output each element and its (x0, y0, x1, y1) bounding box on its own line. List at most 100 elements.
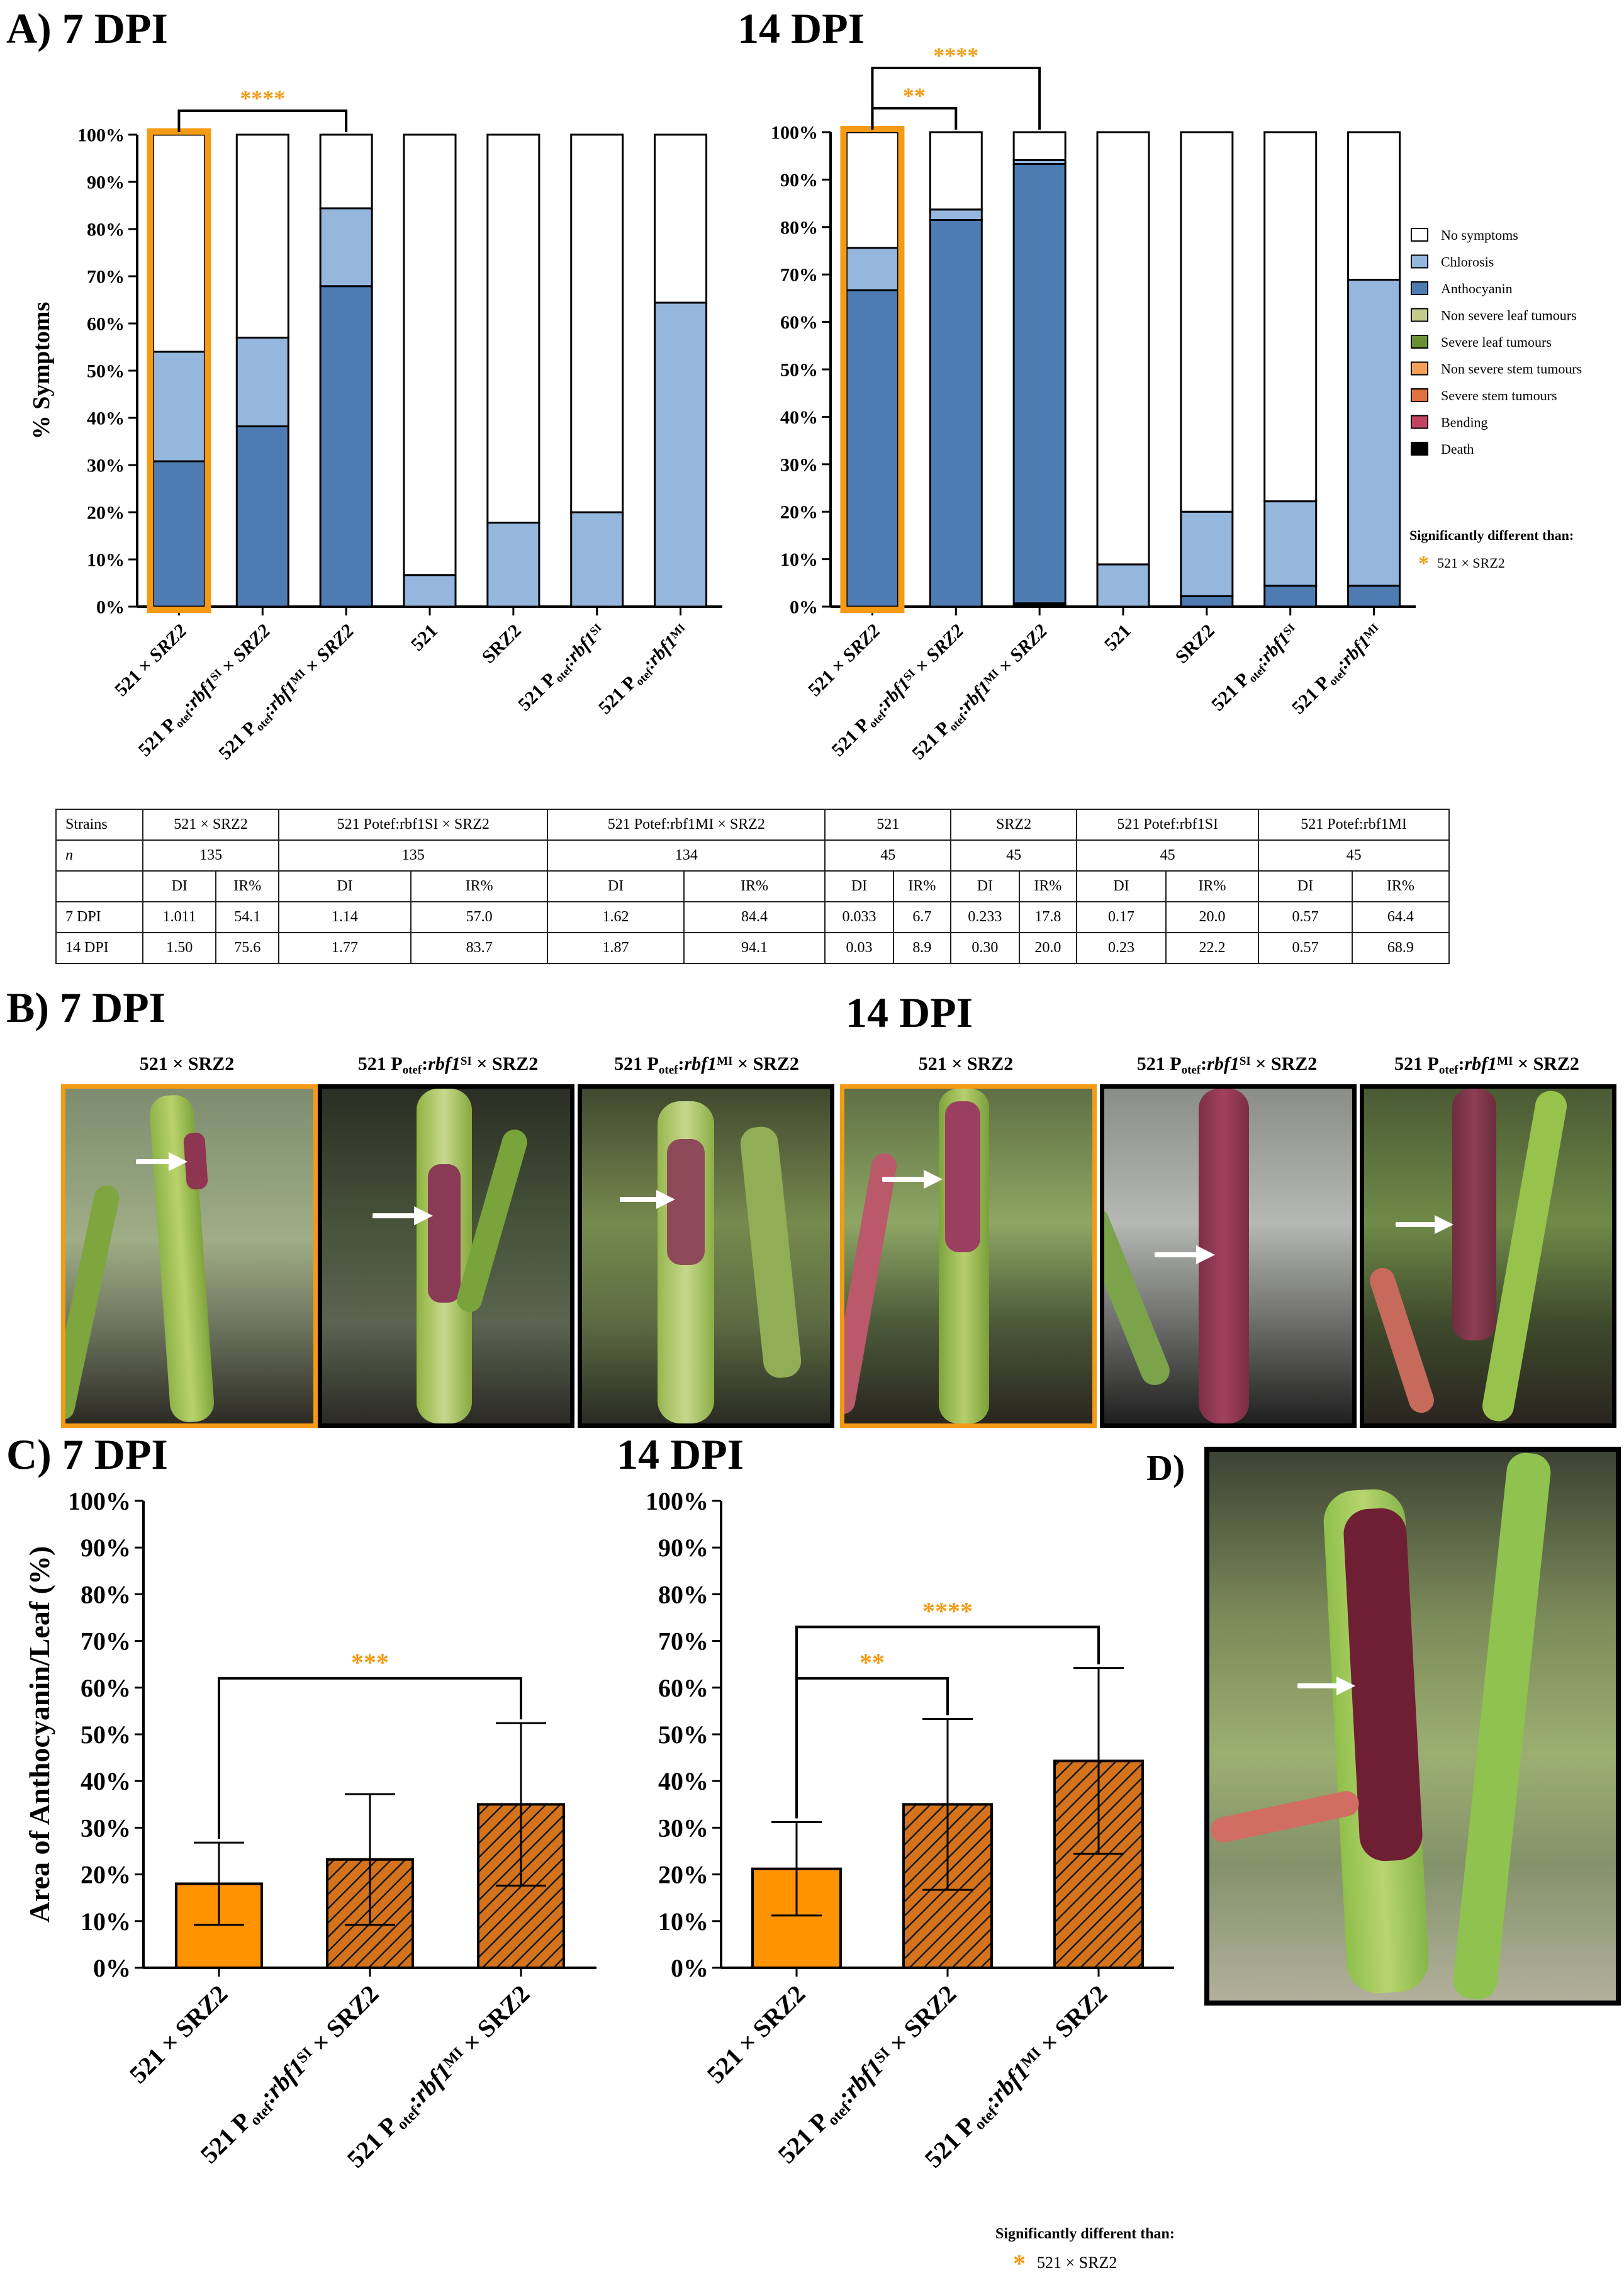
table-cell: 57.0 (410, 901, 549, 933)
legend-label: Non severe leaf tumours (1441, 308, 1577, 323)
table-n-label: n (55, 839, 143, 872)
table-cell: 54.1 (215, 901, 280, 933)
x-tick-label-group: SRZ2 (1172, 620, 1219, 668)
panel-a-label: A) 7 DPI (6, 4, 168, 52)
tick-label: 521 × SRZ2 (702, 1980, 811, 2089)
table-n-row: n 135 135 134 45 45 45 45 (55, 839, 1450, 872)
photo-title: 521 Potef:rbf1SI × SRZ2 (358, 1053, 539, 1077)
y-tick-label: 60% (658, 1674, 708, 1702)
panel-c-label: C) 7 DPI (6, 1430, 168, 1478)
bar-segment-chlorosis (1180, 510, 1234, 597)
photo-title: 521 Potef:rbf1MI × SRZ2 (614, 1053, 799, 1077)
table-cell: 8.9 (892, 932, 952, 964)
significance-bracket (177, 109, 348, 132)
legend-swatch (1411, 442, 1428, 456)
bar-segment-chlorosis (1347, 278, 1401, 587)
bar-segment-no-symptoms (845, 131, 899, 249)
bar-segment-no-symptoms (1012, 131, 1067, 161)
table-subheader: IR% (892, 870, 952, 902)
table-cell: 1.87 (547, 932, 685, 964)
table-row-label: 14 DPI (55, 932, 143, 964)
tick-label: SRZ2 (478, 620, 525, 668)
bottom-significance-title: Significantly different than: (995, 2226, 1175, 2242)
y-tick-label: 0% (93, 1954, 131, 1982)
table-cell: 135 (278, 839, 549, 872)
table-cell: 45 (1076, 839, 1260, 872)
table-cell: 0.033 (824, 901, 894, 933)
legend-label: Severe stem tumours (1441, 388, 1557, 403)
tick-label: 521 × SRZ2 (124, 1980, 233, 2089)
y-tick-label: 80% (81, 1580, 131, 1608)
bar-segment-chlorosis (235, 337, 289, 427)
y-tick-label: 70% (87, 267, 125, 288)
table-header-cell: 521 Potef:rbf1SI (1076, 809, 1260, 841)
table-cell: 0.17 (1076, 901, 1167, 933)
bar (1053, 1759, 1144, 1969)
table-subheader: DI (950, 870, 1020, 902)
table-cell: 1.50 (142, 932, 217, 964)
table-header-cell: 521 Potef:rbf1MI × SRZ2 (547, 809, 826, 841)
table-row-7dpi: 7 DPI 1.011 54.1 1.14 57.0 1.62 84.4 0.033 6… (55, 901, 1450, 933)
table-cell: 6.7 (892, 901, 952, 933)
bar-segment-chlorosis (403, 574, 457, 608)
significance-stars: ** (860, 1648, 885, 1676)
legend-label: No symptoms (1441, 227, 1518, 243)
chart-c-7dpi: 0% 10% 20% 30% 40% 50% 60% 70% 80% 90% 100% Area of… (23, 1487, 596, 2173)
table-cell: 0.57 (1258, 901, 1353, 933)
y-tick-label: 30% (658, 1814, 708, 1842)
y-tick-label: 70% (658, 1627, 708, 1656)
bar-segment-chlorosis (319, 207, 373, 288)
y-tick-label: 20% (780, 502, 818, 523)
y-tick-label: 0% (671, 1954, 708, 1982)
table-cell: 45 (824, 839, 952, 872)
bar-segment-no-symptoms (403, 133, 457, 576)
table-subheader: IR% (1351, 870, 1450, 902)
table-cell: 94.1 (683, 932, 826, 964)
bar-segment-no-symptoms (152, 133, 206, 353)
photo-7dpi-rbf1si (318, 1084, 574, 1428)
table-header-row: Strains 521 × SRZ2 521 Potef:rbf1SI × SR… (55, 809, 1450, 841)
legend-swatch (1411, 415, 1428, 429)
table-cell: 0.30 (950, 932, 1020, 964)
significance-stars: **** (922, 1597, 973, 1625)
bar-segment-no-symptoms (929, 131, 983, 211)
x-tick-label-group: 521 × SRZ2 (702, 1980, 811, 2089)
bar-segment-chlorosis (654, 301, 708, 608)
y-tick-label: 70% (81, 1627, 131, 1656)
panel-c-14dpi-label: 14 DPI (617, 1430, 744, 1478)
y-tick-label: 90% (81, 1534, 131, 1562)
y-tick-label: 40% (780, 407, 818, 428)
table-cell: 1.011 (142, 901, 217, 933)
legend-swatch (1411, 335, 1428, 349)
x-tick-label-group: 521 Potef:rbf1MI (1288, 621, 1382, 718)
table-cell: 1.62 (547, 901, 685, 933)
y-tick-label: 20% (81, 1861, 131, 1889)
legend-swatch (1411, 388, 1428, 402)
bar-segment-chlorosis (1096, 563, 1150, 608)
panel-a-14dpi-label: 14 DPI (737, 4, 865, 52)
bar-segment-anthocyanin (845, 289, 899, 608)
table-cell: 22.2 (1165, 932, 1260, 964)
bar-segment-chlorosis (929, 208, 983, 221)
y-tick-label: 100% (646, 1487, 708, 1515)
y-tick-label: 100% (77, 125, 125, 146)
bar-segment-no-symptoms (1263, 131, 1318, 503)
panel-b-label: B) 7 DPI (6, 984, 165, 1031)
table-cell: 0.233 (950, 901, 1020, 933)
chart-c-14dpi: 0% 10% 20% 30% 40% 50% 60% 70% 80% 90% 100% 521 × S… (646, 1487, 1174, 2173)
legend-significance-title: Significantly different than: (1409, 527, 1574, 543)
table-cell: 45 (950, 839, 1078, 872)
table-subheader: DI (278, 870, 412, 902)
y-tick-label: 80% (658, 1580, 708, 1608)
table-subheader: IR% (1165, 870, 1260, 902)
legend-swatch (1411, 361, 1428, 376)
y-tick-label: 50% (658, 1720, 708, 1749)
table-subheader: DI (1258, 870, 1353, 902)
y-tick-label: 50% (87, 361, 125, 382)
bar-segment-no-symptoms (1096, 131, 1150, 566)
tick-label: 521 (1100, 620, 1135, 655)
bar-segment-anthocyanin (319, 285, 373, 608)
table-cell: 0.57 (1258, 932, 1353, 964)
significance-bracket (218, 1676, 522, 1839)
legend-swatch (1411, 281, 1428, 295)
